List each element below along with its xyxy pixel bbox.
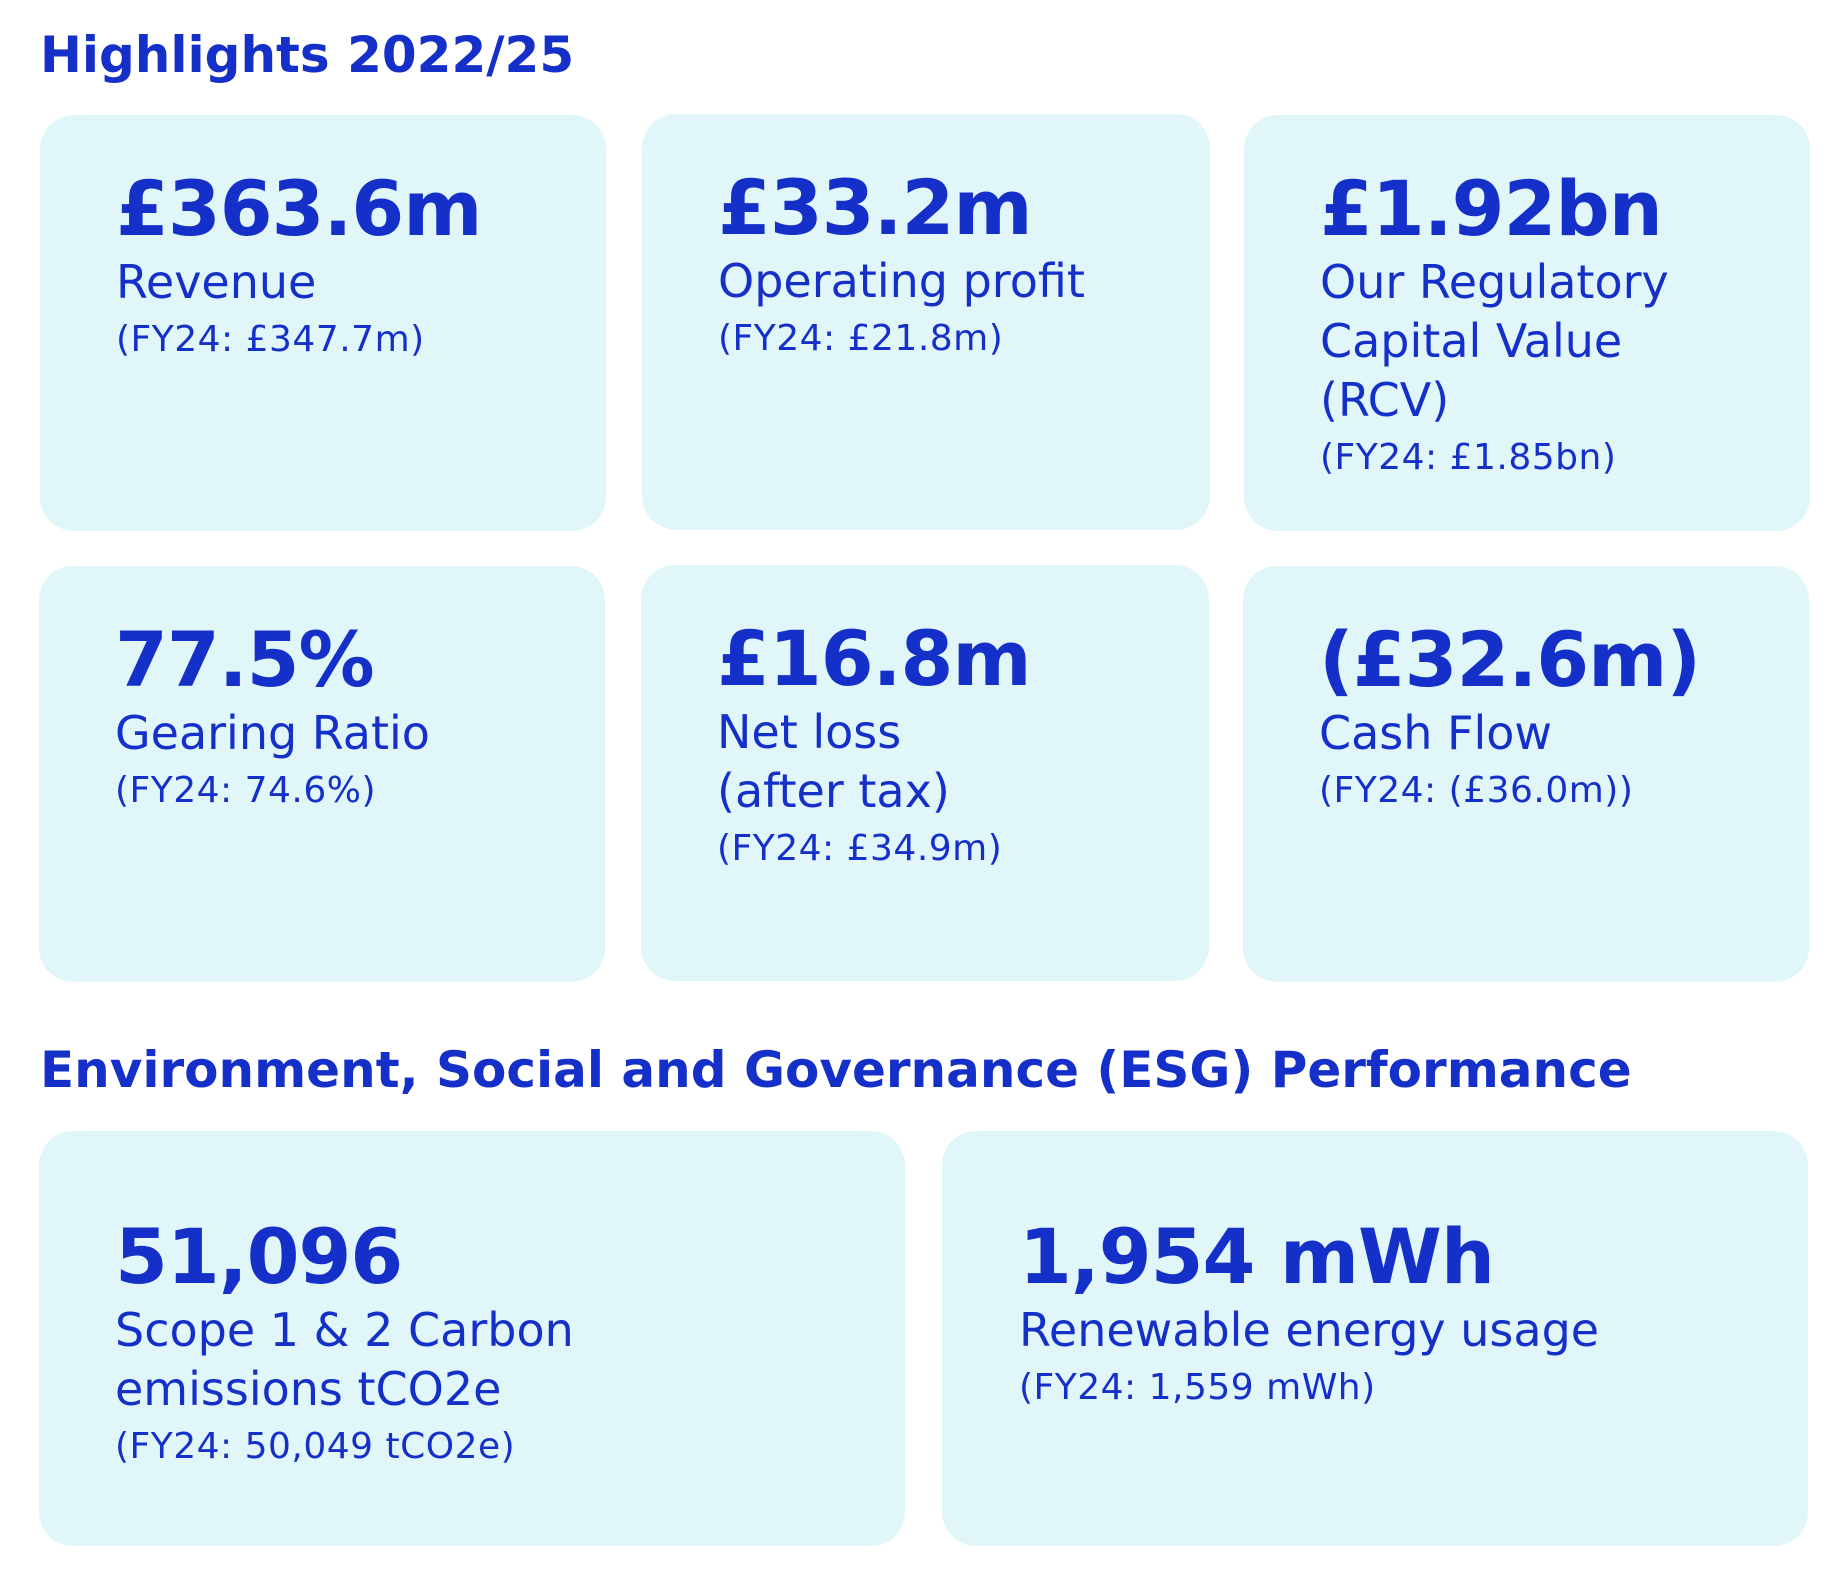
operating-profit-prior-year: (FY24: £21.8m)	[718, 318, 1004, 359]
gearing-ratio-label: Gearing Ratio	[115, 706, 430, 760]
revenue-label: Revenue	[116, 255, 317, 309]
revenue-prior-year: (FY24: £347.7m)	[116, 319, 425, 360]
renewable-energy-card: 1,954 mWh Renewable energy usage (FY24: …	[942, 1131, 1808, 1546]
carbon-emissions-value: 51,096	[115, 1212, 403, 1301]
esg-heading: Environment, Social and Governance (ESG)…	[40, 1041, 1632, 1099]
carbon-emissions-prior-year: (FY24: 50,049 tCO2e)	[115, 1426, 516, 1467]
operating-profit-label: Operating profit	[718, 254, 1085, 308]
gearing-ratio-prior-year: (FY24: 74.6%)	[115, 770, 377, 811]
rcv-card: £1.92bn Our Regulatory Capital Value (RC…	[1244, 115, 1810, 531]
gearing-ratio-value: 77.5%	[115, 615, 375, 704]
renewable-energy-value: 1,954 mWh	[1019, 1212, 1495, 1301]
renewable-energy-prior-year: (FY24: 1,559 mWh)	[1019, 1367, 1376, 1408]
cash-flow-value: (£32.6m)	[1319, 615, 1701, 704]
net-loss-card: £16.8m Net loss (after tax) (FY24: £34.9…	[641, 565, 1209, 981]
revenue-value: £363.6m	[116, 164, 482, 253]
operating-profit-card: £33.2m Operating profit (FY24: £21.8m)	[642, 114, 1210, 530]
net-loss-prior-year: (FY24: £34.9m)	[717, 828, 1003, 869]
renewable-energy-label: Renewable energy usage	[1019, 1303, 1600, 1357]
highlights-heading: Highlights 2022/25	[40, 26, 575, 84]
carbon-emissions-label: Scope 1 & 2 Carbon emissions tCO2e	[115, 1303, 574, 1416]
revenue-card: £363.6m Revenue (FY24: £347.7m)	[40, 115, 606, 531]
carbon-emissions-card: 51,096 Scope 1 & 2 Carbon emissions tCO2…	[39, 1131, 905, 1546]
net-loss-value: £16.8m	[717, 614, 1032, 703]
cash-flow-label: Cash Flow	[1319, 706, 1553, 760]
rcv-value: £1.92bn	[1320, 164, 1663, 253]
cash-flow-card: (£32.6m) Cash Flow (FY24: (£36.0m))	[1243, 566, 1809, 982]
rcv-label: Our Regulatory Capital Value (RCV)	[1320, 255, 1669, 427]
rcv-prior-year: (FY24: £1.85bn)	[1320, 437, 1617, 478]
cash-flow-prior-year: (FY24: (£36.0m))	[1319, 770, 1634, 811]
operating-profit-value: £33.2m	[718, 163, 1033, 252]
gearing-ratio-card: 77.5% Gearing Ratio (FY24: 74.6%)	[39, 566, 605, 982]
net-loss-label: Net loss (after tax)	[717, 705, 950, 818]
